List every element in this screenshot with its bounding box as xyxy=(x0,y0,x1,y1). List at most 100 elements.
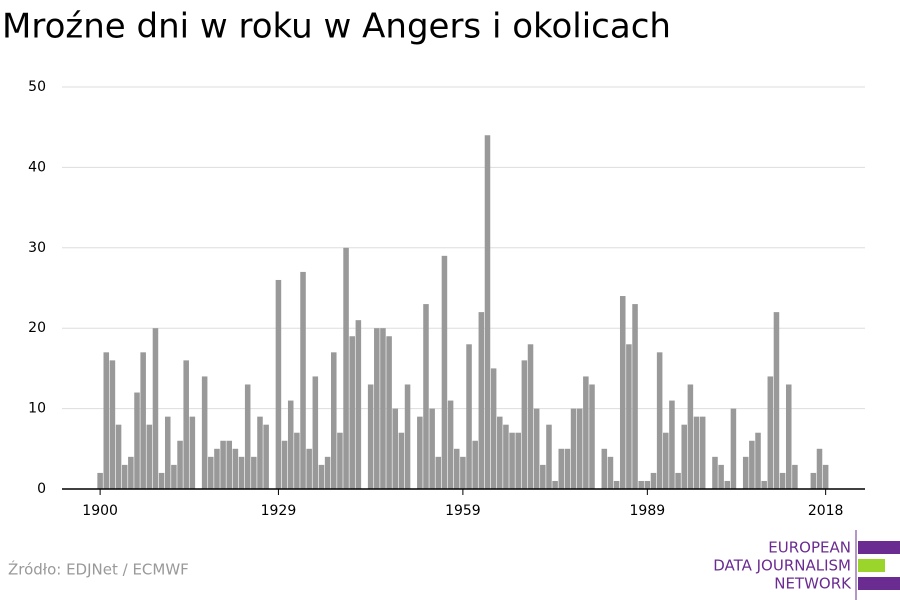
bar xyxy=(318,464,325,489)
bar xyxy=(306,448,312,489)
y-tick-label: 30 xyxy=(28,240,46,256)
bar xyxy=(484,135,491,490)
bar xyxy=(140,352,146,489)
bar xyxy=(632,304,638,489)
bar xyxy=(472,440,478,489)
bar xyxy=(429,408,435,489)
bar xyxy=(171,464,177,489)
bar xyxy=(183,360,189,489)
bar xyxy=(564,448,571,489)
y-tick-label: 0 xyxy=(37,481,46,497)
bar xyxy=(779,472,786,489)
bar xyxy=(503,424,509,489)
bar xyxy=(330,352,337,489)
bar xyxy=(792,464,798,489)
bar xyxy=(601,448,608,489)
bar xyxy=(244,384,251,489)
logo-bar xyxy=(858,541,900,554)
bar xyxy=(509,432,515,489)
bar xyxy=(785,384,792,489)
bar xyxy=(687,384,694,489)
logo-text: EUROPEAN xyxy=(768,539,851,557)
bar xyxy=(164,416,171,489)
bar xyxy=(533,408,540,489)
bar xyxy=(374,328,380,489)
x-tick-label: 2018 xyxy=(808,503,844,519)
x-tick-label: 1989 xyxy=(630,503,666,519)
source: Źródło: EDJNet / ECMWF xyxy=(8,560,189,579)
bar xyxy=(281,440,288,489)
bar xyxy=(546,424,552,489)
bar xyxy=(435,456,442,489)
bar xyxy=(300,271,306,489)
bar xyxy=(583,376,589,489)
bar xyxy=(478,312,485,489)
bar xyxy=(324,456,331,489)
bar xyxy=(521,360,528,489)
bar xyxy=(552,480,558,489)
bar xyxy=(115,424,122,489)
y-tick-label: 40 xyxy=(28,159,46,175)
bar xyxy=(613,480,620,489)
bar xyxy=(287,400,294,489)
bar xyxy=(386,336,392,489)
bar xyxy=(558,448,565,489)
bar xyxy=(527,344,534,489)
bar xyxy=(208,456,214,489)
bar xyxy=(423,304,429,489)
bar xyxy=(589,384,595,489)
bar xyxy=(121,464,128,489)
y-tick-label: 20 xyxy=(28,320,46,336)
bar xyxy=(675,472,681,489)
bar xyxy=(343,247,349,489)
bar xyxy=(103,352,110,489)
x-tick-label: 1900 xyxy=(82,503,118,519)
bar xyxy=(214,448,220,489)
y-tick-label: 10 xyxy=(28,401,46,417)
bar xyxy=(146,424,153,489)
logo-bar xyxy=(858,577,900,590)
bar xyxy=(232,448,239,489)
bar xyxy=(152,328,159,489)
bar xyxy=(638,480,644,489)
bar xyxy=(663,432,669,489)
bar xyxy=(447,400,454,489)
logo-text: NETWORK xyxy=(774,575,852,593)
bar xyxy=(699,416,706,489)
bar xyxy=(337,432,343,489)
bar xyxy=(263,424,269,489)
chart-title: Mroźne dni w roku w Angers i okolicach xyxy=(2,7,671,47)
bar xyxy=(380,328,386,489)
bar xyxy=(367,384,374,489)
bar xyxy=(681,424,687,489)
bar xyxy=(355,320,362,489)
bar xyxy=(404,384,411,489)
bar xyxy=(761,480,767,489)
bar xyxy=(749,440,755,489)
bar xyxy=(177,440,183,489)
bar xyxy=(570,408,577,489)
bar xyxy=(773,312,780,489)
bar xyxy=(220,440,226,489)
bar xyxy=(257,416,263,489)
bar xyxy=(97,472,103,489)
bar xyxy=(441,255,448,489)
bar xyxy=(201,376,208,489)
bar xyxy=(294,432,300,489)
bar xyxy=(497,416,503,489)
bar xyxy=(626,344,632,489)
bar xyxy=(490,368,497,489)
bar xyxy=(515,432,521,489)
bar xyxy=(693,416,700,489)
bar xyxy=(810,472,817,489)
bar xyxy=(822,464,829,489)
bar xyxy=(128,456,134,489)
bar xyxy=(134,392,140,489)
bar xyxy=(742,456,749,489)
bar xyxy=(755,432,761,489)
bar xyxy=(644,480,651,489)
bar xyxy=(816,448,823,489)
bar xyxy=(238,456,245,489)
bar xyxy=(275,279,282,489)
bar xyxy=(730,408,737,489)
